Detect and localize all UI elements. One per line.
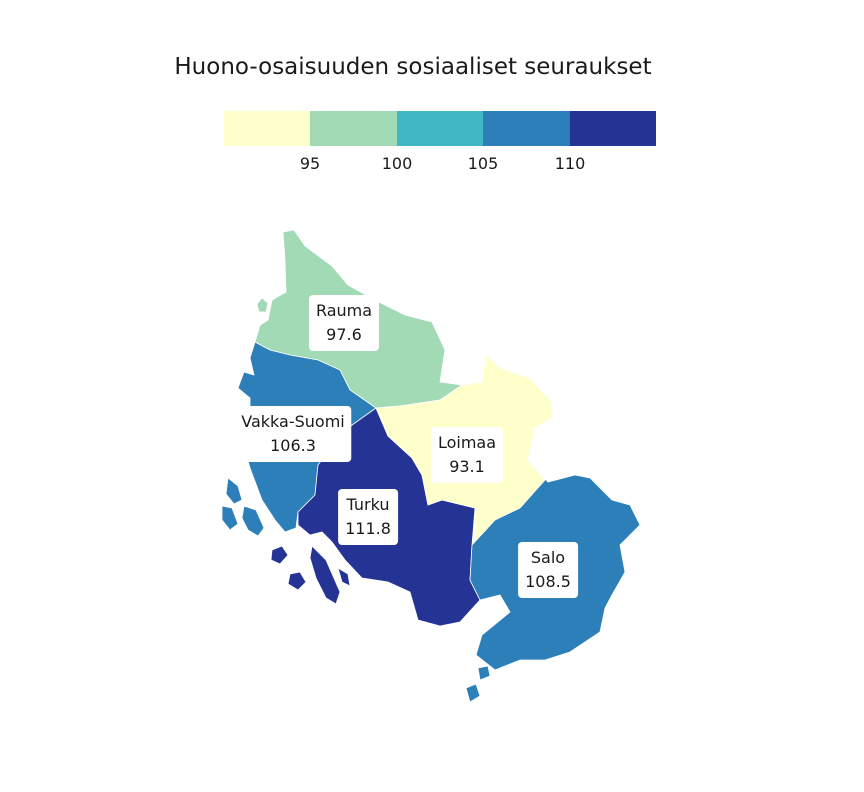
map-title: Huono-osaisuuden sosiaaliset seuraukset — [174, 54, 652, 80]
region-label-value: 111.8 — [345, 519, 391, 538]
color-legend: 95 100 105 110 — [224, 111, 657, 181]
legend-swatch — [396, 111, 484, 146]
legend-tick: 110 — [554, 154, 586, 173]
region-label: Vakka-Suomi 106.3 — [234, 406, 352, 462]
region-label-name: Vakka-Suomi — [241, 412, 345, 431]
legend-swatch — [569, 111, 657, 146]
region-label-value: 108.5 — [525, 572, 571, 591]
legend-swatch — [483, 111, 570, 146]
region-label: Salo 108.5 — [518, 542, 578, 598]
region-label-name: Salo — [530, 548, 566, 567]
legend-tick: 95 — [299, 154, 321, 173]
region-label-value: 93.1 — [449, 457, 485, 476]
legend-swatch — [310, 111, 397, 146]
legend-swatch — [224, 111, 311, 146]
region-label-name: Rauma — [315, 301, 373, 320]
region-label: Turku 111.8 — [338, 489, 398, 545]
region-label-name: Loimaa — [437, 433, 497, 452]
region-label: Loimaa 93.1 — [430, 427, 504, 483]
legend-tick: 100 — [381, 154, 413, 173]
region-label-name: Turku — [346, 495, 390, 514]
legend-bar — [224, 111, 657, 146]
region-label-value: 97.6 — [326, 325, 362, 344]
region-label-value: 106.3 — [270, 436, 316, 455]
region-label: Rauma 97.6 — [308, 295, 380, 351]
legend-tick: 105 — [467, 154, 499, 173]
